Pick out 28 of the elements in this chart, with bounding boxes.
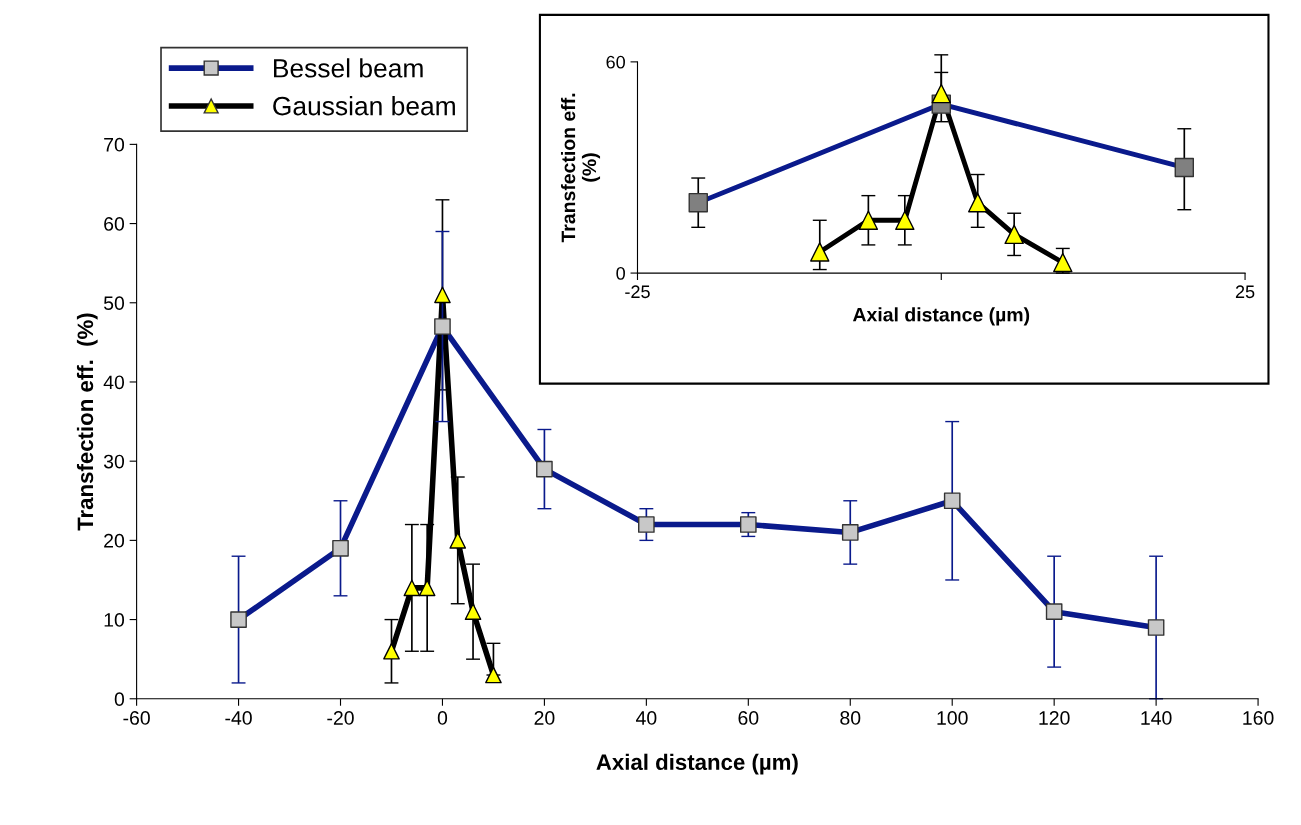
x-tick-label: -20 [327, 711, 354, 725]
y-tick-label: 40 [103, 375, 125, 390]
x-tick-label: 20 [534, 711, 555, 725]
y-tick-label: 20 [104, 533, 125, 548]
x-tick-label: 140 [1141, 711, 1172, 725]
y-tick-label: 30 [103, 454, 125, 469]
x-tick-label: 0 [437, 711, 448, 725]
x-tick-label: 40 [635, 711, 657, 725]
x-tick-label: 160 [1243, 711, 1274, 725]
x-tick-label: -25 [625, 285, 650, 299]
y-tick-label: 50 [103, 296, 125, 311]
y-axis-title: Transfection eff. (%) [560, 93, 601, 243]
x-axis-title: Axial distance (µm) [852, 307, 1030, 326]
x-tick-label: -60 [123, 711, 150, 725]
y-tick-label: 70 [104, 137, 125, 152]
y-tick-label: 10 [104, 613, 125, 627]
x-axis-title: Axial distance (µm) [596, 753, 798, 775]
y-axis-title: Transfection eff. (%) [76, 313, 98, 531]
x-tick-label: 120 [1039, 711, 1070, 725]
x-tick-label: 100 [937, 711, 968, 725]
y-tick-label: 60 [104, 217, 125, 231]
x-tick-label: -40 [225, 711, 252, 725]
x-tick-label: 60 [738, 711, 759, 725]
legend-label: Gaussian beam [273, 96, 455, 116]
y-tick-label: 0 [114, 692, 125, 707]
x-tick-label: 80 [840, 711, 861, 725]
legend-label: Bessel beam [274, 58, 423, 78]
x-tick-label: 25 [1235, 285, 1255, 299]
